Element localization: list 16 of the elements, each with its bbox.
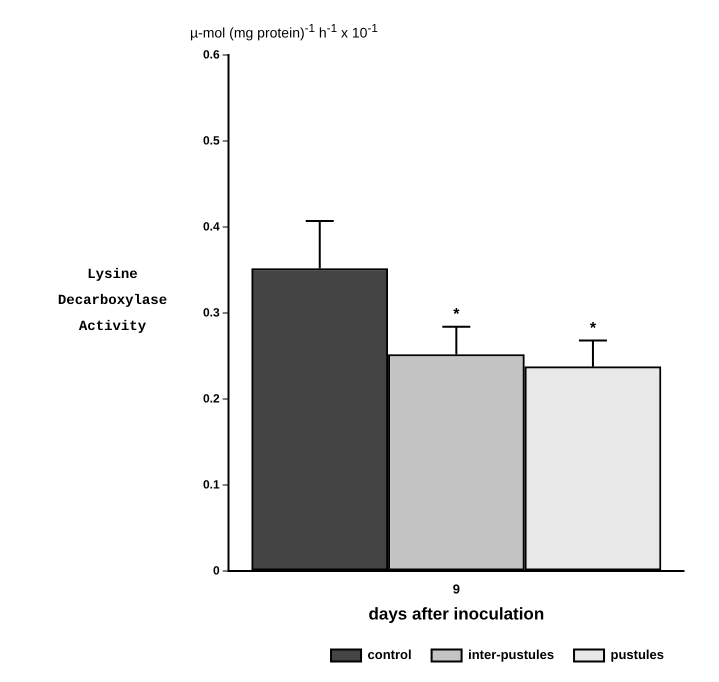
legend-label: inter-pustules xyxy=(468,647,554,662)
data-label: * xyxy=(453,306,460,324)
y-axis-title: Lysine Decarboxylase Activity xyxy=(56,266,168,337)
y-tick-label: 0.5 xyxy=(202,133,220,148)
legend-label: control xyxy=(368,647,412,662)
x-axis-title: days after inoculation xyxy=(368,604,544,624)
y-tick-label: 0.1 xyxy=(202,477,220,492)
text: µ-mol (mg protein)$^{-1}$ h$^{-1}$ x 10$^{-1}$ xyxy=(190,22,378,41)
y-tick-label: 0.2 xyxy=(202,391,220,406)
y-tick-label: 0.3 xyxy=(202,305,220,320)
y-tick-label: 0.6 xyxy=(202,47,220,62)
y-tick-label: 0.4 xyxy=(202,219,220,234)
data-label: * xyxy=(590,320,597,337)
x-tick-label: 9 xyxy=(452,581,460,596)
legend-label: pustules xyxy=(610,647,664,662)
y-tick-label: 0 xyxy=(212,563,220,578)
